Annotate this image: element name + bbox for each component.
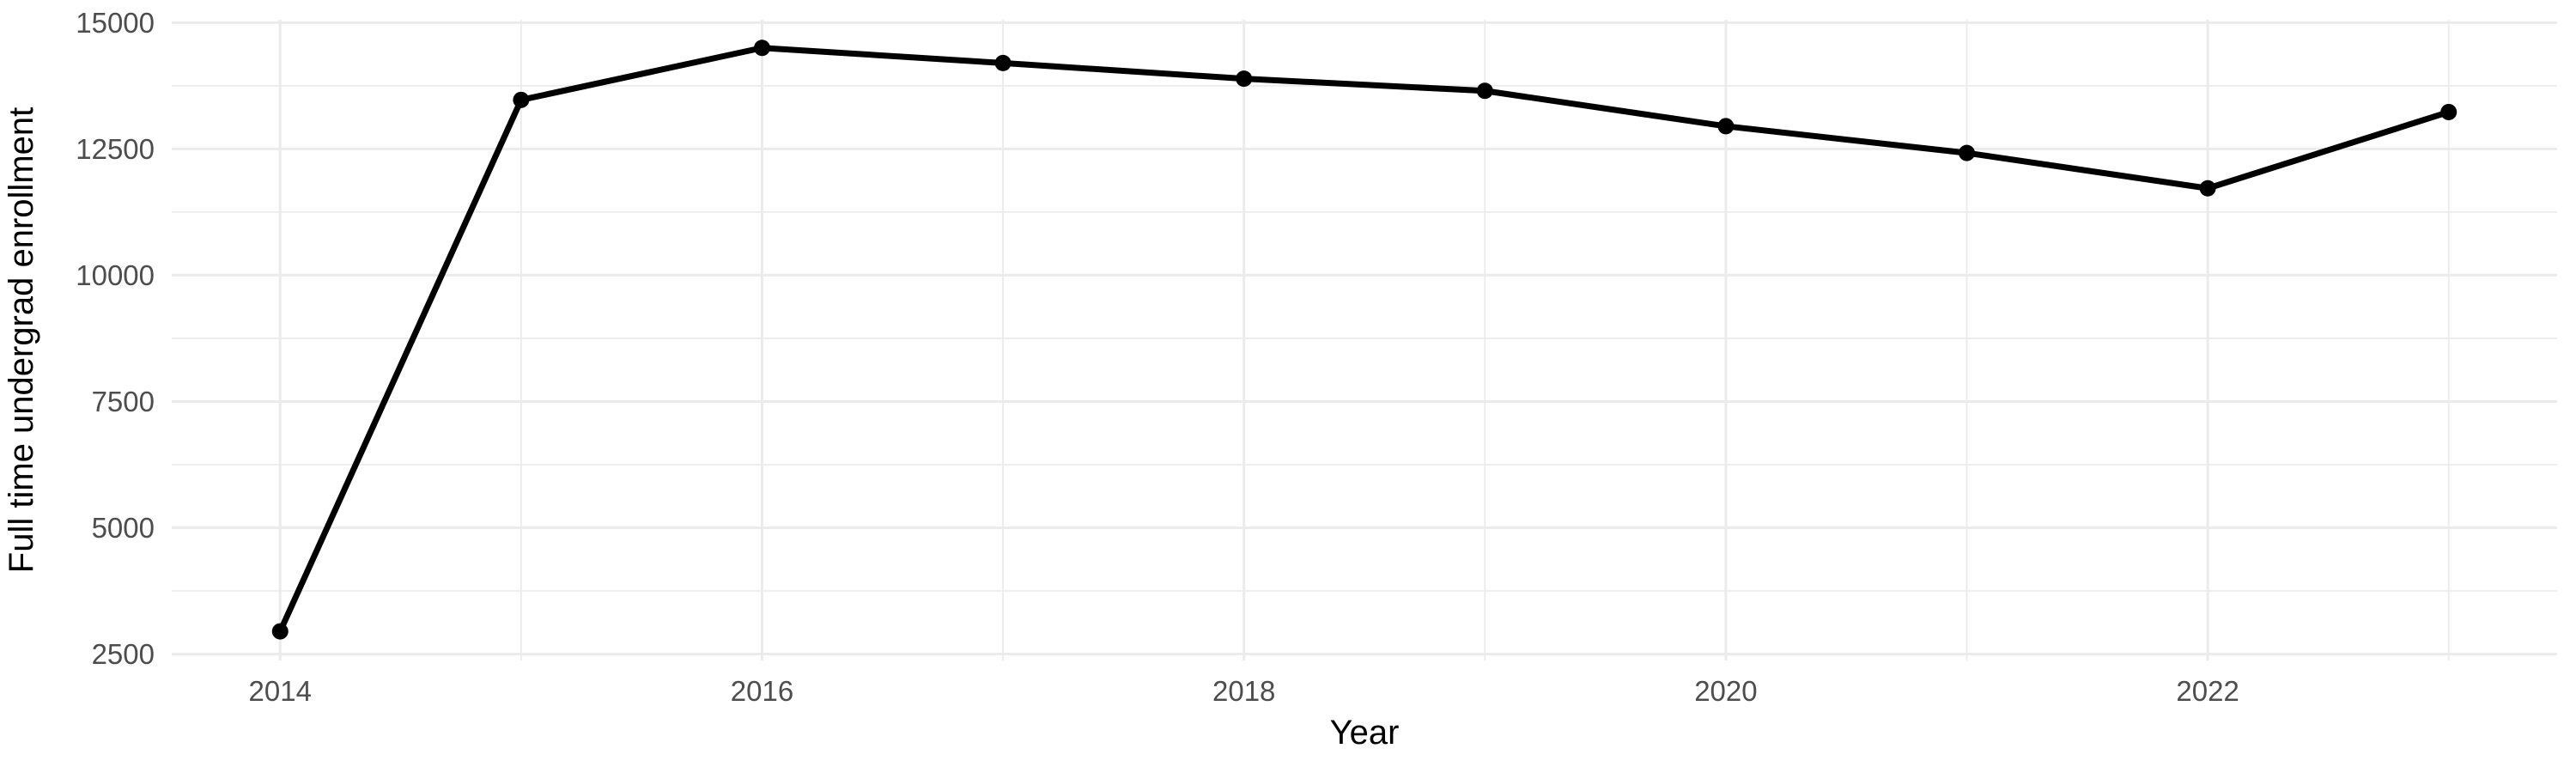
- x-tick-label: 2020: [1694, 675, 1757, 707]
- x-tick-labels: 2014 2016 2018 2020 2022: [249, 675, 2239, 707]
- y-tick-label: 7500: [92, 386, 155, 417]
- y-tick-label: 5000: [92, 512, 155, 544]
- data-point: [2199, 180, 2216, 197]
- data-point: [2440, 103, 2458, 120]
- y-tick-labels: 2500 5000 7500 10000 12500 15000: [76, 7, 155, 670]
- series-line: [277, 45, 2450, 633]
- data-point: [753, 40, 770, 57]
- x-axis-title: Year: [1330, 714, 1400, 752]
- gridlines-major: [172, 20, 2557, 660]
- y-axis-title: Full time undergrad enrollment: [3, 107, 40, 573]
- x-tick-label: 2016: [731, 675, 793, 707]
- data-point: [994, 54, 1012, 71]
- data-point: [271, 623, 289, 640]
- series-line-group: [271, 40, 2458, 640]
- data-point: [1959, 144, 1976, 161]
- x-tick-label: 2014: [249, 675, 312, 707]
- y-tick-label: 10000: [76, 259, 155, 291]
- x-tick-label: 2018: [1212, 675, 1275, 707]
- data-point: [1476, 82, 1493, 100]
- data-point: [1717, 118, 1735, 135]
- data-point: [513, 91, 530, 108]
- y-tick-label: 2500: [92, 638, 155, 670]
- y-tick-label: 15000: [76, 7, 155, 39]
- x-tick-label: 2022: [2176, 675, 2239, 707]
- data-point: [1236, 70, 1253, 88]
- gridlines-minor: [172, 20, 2557, 660]
- y-tick-label: 12500: [76, 133, 155, 165]
